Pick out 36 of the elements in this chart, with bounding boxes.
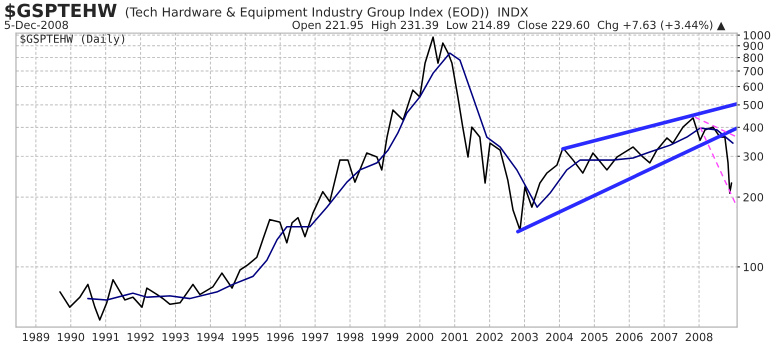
y-tick-label: 1000	[744, 31, 770, 40]
x-tick-label: 2001	[441, 332, 468, 342]
y-tick-label: 900	[743, 42, 764, 50]
text: Open 221.95 High 231.39 Low 214.89 Close 229.60 Chg +7.63 (+3.44%) ▲	[292, 20, 726, 32]
x-tick-label: 1997	[302, 332, 328, 342]
annotation: $GSPTEHW (Daily)	[20, 34, 124, 46]
y-tick-label: 800	[743, 54, 764, 62]
y-tick-label: 700	[744, 66, 764, 76]
chart-title: $GSPTEHW	[5, 3, 117, 20]
y-tick-label: 200	[743, 193, 764, 202]
y-tick-label: 400	[743, 123, 764, 132]
y-tick-label: 300	[744, 152, 764, 161]
x-tick-label: 1995	[232, 332, 258, 342]
x-tick-label: 2004	[546, 332, 573, 342]
y-tick-label: 100	[744, 262, 764, 272]
x-tick-label: 1993	[162, 332, 189, 342]
text: 5-Dec-2008	[4, 20, 68, 30]
x-tick-label: 2006	[616, 332, 643, 342]
x-tick-label: 2007	[650, 332, 678, 342]
x-tick-label: 2008	[686, 332, 712, 342]
x-tick-label: 2003	[511, 332, 538, 342]
x-tick-label: 1996	[267, 332, 294, 342]
line-series	[87, 52, 734, 301]
x-tick-label: 1998	[337, 332, 364, 342]
x-tick-label: 1999	[372, 332, 398, 342]
chart-subtitle: (Tech Hardware & Equipment Industry Group Index (EOD)) INDX	[126, 7, 528, 20]
x-tick-label: 1991	[92, 332, 119, 342]
y-tick-label: 600	[743, 82, 764, 91]
x-tick-label: 2002	[476, 332, 503, 342]
x-tick-label: 1989	[22, 332, 50, 342]
x-tick-label: 1994	[197, 332, 224, 342]
x-tick-label: 1990	[58, 332, 84, 342]
x-tick-label: 2005	[581, 332, 608, 342]
x-tick-label: 2000	[406, 332, 434, 342]
y-tick-label: 500	[744, 100, 764, 110]
x-tick-label: 1992	[128, 332, 154, 342]
